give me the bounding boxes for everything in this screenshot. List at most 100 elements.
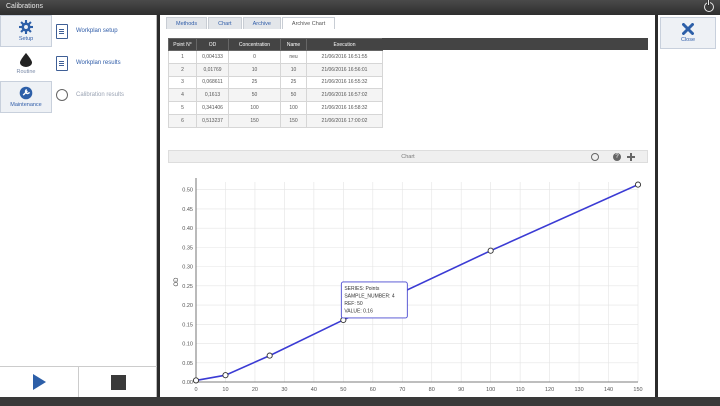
y-tick-label: 0.40 xyxy=(182,226,193,232)
run-controls xyxy=(0,366,157,397)
x-tick-label: 130 xyxy=(574,387,583,393)
y-tick-label: 0.35 xyxy=(182,245,193,251)
cell-concentration: 150 xyxy=(228,113,281,128)
y-tick-label: 0.00 xyxy=(182,380,193,386)
data-point xyxy=(266,352,273,359)
y-tick-label: 0.15 xyxy=(182,322,193,328)
cell-execution: 21/06/2016 16:56:01 xyxy=(306,62,383,77)
y-tick-label: 0.45 xyxy=(182,207,193,213)
cell-name: neu xyxy=(280,50,307,64)
tab-archive-chart[interactable]: Archive Chart xyxy=(281,17,336,29)
tab-archive[interactable]: Archive xyxy=(242,17,281,29)
nav-routine-button[interactable]: Routine xyxy=(0,48,52,80)
data-point xyxy=(222,372,229,379)
chart-header: Chart ? xyxy=(168,150,648,163)
y-tick-label: 0.10 xyxy=(182,342,193,348)
col-concentration[interactable]: Concentration xyxy=(228,38,281,51)
cell-od: 0,01769 xyxy=(196,62,229,77)
play-button[interactable] xyxy=(0,367,79,397)
tab-strip: Methods Chart Archive Archive Chart xyxy=(166,17,336,29)
workplan-setup-label: Workplan setup xyxy=(76,28,118,34)
x-tick-label: 70 xyxy=(399,387,405,393)
title-bar: Calibrations xyxy=(0,0,720,15)
points-table: Point N° OD Concentration Name Execution… xyxy=(168,38,383,128)
x-tick-label: 10 xyxy=(222,387,228,393)
help-icon[interactable]: ? xyxy=(613,153,621,161)
zoom-icon[interactable] xyxy=(591,153,599,161)
cell-name: 25 xyxy=(280,75,307,90)
data-point xyxy=(487,247,494,254)
y-tick-label: 0.30 xyxy=(182,265,193,271)
cell-execution: 21/06/2016 16:51:55 xyxy=(306,50,383,64)
x-tick-label: 90 xyxy=(458,387,464,393)
table-row[interactable]: 6 0,513237 150 150 21/06/2016 17:00:02 xyxy=(168,113,383,128)
cell-od: 0,004133 xyxy=(196,50,229,64)
right-panel: Close xyxy=(658,15,720,397)
calibration-icon xyxy=(56,89,68,101)
table-row[interactable]: 3 0,068611 25 25 21/06/2016 16:55:32 xyxy=(168,75,383,90)
cell-point: 6 xyxy=(168,113,197,128)
power-icon[interactable] xyxy=(704,0,714,12)
calibration-table: Point N° OD Concentration Name Execution… xyxy=(168,38,648,128)
nav-column: Setup Routine Maintenance xyxy=(0,15,52,114)
cell-point: 4 xyxy=(168,88,197,103)
col-point[interactable]: Point N° xyxy=(168,38,197,51)
cell-od: 0,513237 xyxy=(196,113,229,128)
calibration-results-label: Calibration results xyxy=(76,92,125,98)
cell-point: 2 xyxy=(168,62,197,77)
calibration-chart: OD 0 10 20 30 40 50 60 70 80 90 100 110 120 130 140 150… xyxy=(168,164,648,396)
tooltip-box xyxy=(340,281,408,319)
nav-routine-label: Routine xyxy=(16,69,36,75)
y-tick-label: 0.05 xyxy=(182,361,193,367)
cell-name: 100 xyxy=(280,101,307,115)
table-row[interactable]: 2 0,01769 10 10 21/06/2016 16:56:01 xyxy=(168,62,383,77)
move-icon[interactable] xyxy=(627,153,635,161)
tooltip-line: REF: 50 xyxy=(344,301,363,307)
workplan-results-link[interactable]: Workplan results xyxy=(56,47,156,79)
cell-name: 150 xyxy=(280,113,307,128)
nav-setup-button[interactable]: Setup xyxy=(0,15,52,47)
tab-methods[interactable]: Methods xyxy=(166,17,208,29)
stop-icon xyxy=(110,374,126,390)
table-header-row: Point N° OD Concentration Name Execution xyxy=(168,38,383,51)
cell-execution: 21/06/2016 16:55:32 xyxy=(306,75,383,90)
x-tick-label: 110 xyxy=(516,387,525,393)
tab-chart[interactable]: Chart xyxy=(208,17,242,29)
x-tick-label: 150 xyxy=(633,387,642,393)
calibration-results-link[interactable]: Calibration results xyxy=(56,79,156,111)
col-name[interactable]: Name xyxy=(280,38,307,51)
table-row[interactable]: 4 0,1613 50 50 21/06/2016 16:57:02 xyxy=(168,88,383,103)
document-icon xyxy=(56,55,68,71)
x-tick-label: 120 xyxy=(545,387,554,393)
table-row[interactable]: 1 0,004133 0 neu 21/06/2016 16:51:55 xyxy=(168,50,383,64)
nav-setup-label: Setup xyxy=(18,36,34,42)
cell-name: 10 xyxy=(280,62,307,77)
play-icon xyxy=(32,374,46,390)
cell-od: 0,341406 xyxy=(196,101,229,115)
tooltip-line: SAMPLE_NUMBER: 4 xyxy=(344,293,395,299)
cell-od: 0,1613 xyxy=(196,88,229,103)
x-tick-label: 80 xyxy=(429,387,435,393)
cell-execution: 21/06/2016 16:58:32 xyxy=(306,101,383,115)
cell-od: 0,068611 xyxy=(196,75,229,90)
footer-bar xyxy=(0,397,720,406)
cell-concentration: 50 xyxy=(228,88,281,103)
table-header-fill xyxy=(382,38,648,50)
workplan-setup-link[interactable]: Workplan setup xyxy=(56,15,156,47)
table-row[interactable]: 5 0,341406 100 100 21/06/2016 16:58:32 xyxy=(168,101,383,115)
nav-maintenance-button[interactable]: Maintenance xyxy=(0,81,52,113)
close-button[interactable]: Close xyxy=(660,17,716,49)
col-od[interactable]: OD xyxy=(196,38,229,51)
col-execution[interactable]: Execution xyxy=(306,38,383,51)
cell-point: 1 xyxy=(168,50,197,64)
wrench-icon xyxy=(19,86,33,100)
left-panel: Setup Routine Maintenance Workplan setup… xyxy=(0,15,157,397)
cell-concentration: 10 xyxy=(228,62,281,77)
document-icon xyxy=(56,23,68,39)
cell-concentration: 100 xyxy=(228,101,281,115)
stop-button[interactable] xyxy=(79,367,157,397)
y-tick-label: 0.50 xyxy=(182,188,193,194)
tooltip-line: SERIES: Points xyxy=(344,286,380,292)
cell-execution: 21/06/2016 17:00:02 xyxy=(306,113,383,128)
tooltip-line: VALUE: 0.16 xyxy=(344,308,373,314)
